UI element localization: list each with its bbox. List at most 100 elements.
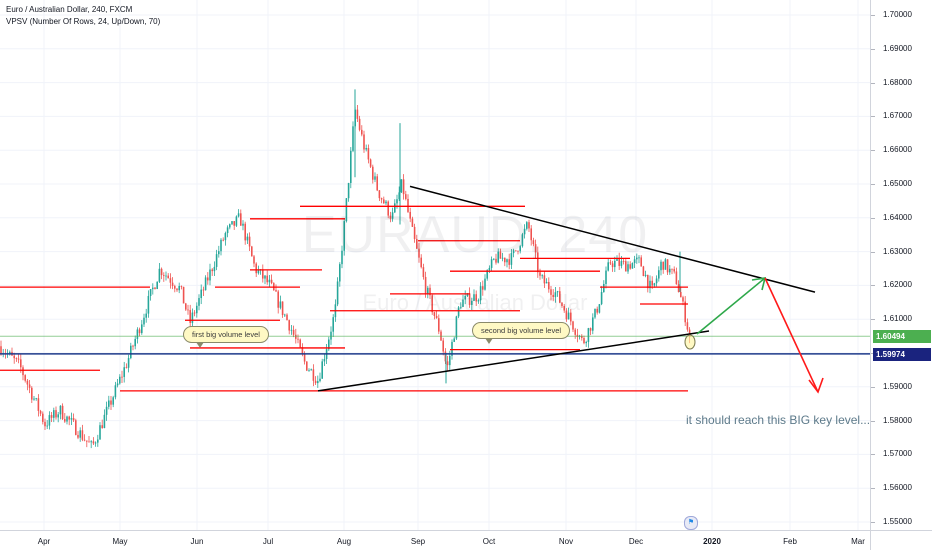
candle-body <box>391 212 394 219</box>
price-chart[interactable] <box>0 0 870 530</box>
candle-body <box>521 234 524 247</box>
candle-body <box>222 239 224 241</box>
candle-body <box>312 369 315 381</box>
candle-body <box>229 224 231 228</box>
candle-body <box>138 329 141 334</box>
candle-body <box>471 300 473 305</box>
candle-body <box>149 289 152 296</box>
candle-body <box>400 179 403 193</box>
candle-body <box>655 278 658 284</box>
candle-body <box>50 415 53 418</box>
price-scale[interactable]: 1.70000 1.69000 1.68000 1.67000 1.66000 1.650… <box>870 0 932 530</box>
descending-trendline[interactable] <box>409 185 816 293</box>
tradingview-logo-icon[interactable]: ⚑ <box>684 516 698 530</box>
time-tick-label: Nov <box>558 537 574 546</box>
candle-body <box>24 375 26 381</box>
callout-first-volume-level[interactable]: first big volume level <box>183 326 269 348</box>
candle-body <box>224 233 227 241</box>
candle-body <box>13 355 15 359</box>
chart-legend: Euro / Australian Dollar, 240, FXCM VPSV… <box>6 4 160 28</box>
candle-body <box>592 317 594 331</box>
candle-body <box>589 328 592 331</box>
ascending-trendline[interactable] <box>317 330 710 392</box>
candle-body <box>70 418 73 420</box>
time-tick-label: 2020 <box>703 537 721 546</box>
candle-body <box>528 222 530 229</box>
price-tick-label: 1.59000 <box>871 381 912 391</box>
time-tick-label: Apr <box>37 537 51 546</box>
price-tick-label: 1.64000 <box>871 212 912 222</box>
candle-body <box>647 274 649 289</box>
candle-body <box>72 418 75 421</box>
candle-body <box>468 293 471 305</box>
time-tick-label: Jun <box>190 537 204 546</box>
candle-body <box>482 286 484 290</box>
candle-body <box>251 246 253 257</box>
candle-body <box>253 256 255 264</box>
candle-body <box>669 268 671 273</box>
candle-body <box>284 314 286 316</box>
candle-body <box>123 367 125 377</box>
candle-body <box>108 400 110 407</box>
candle-body <box>46 425 48 427</box>
candle-body <box>42 413 44 422</box>
time-axis[interactable]: Apr May Jun Jul Aug Sep Oct Nov Dec 2020 Feb Mar <box>0 530 870 550</box>
symbol-title[interactable]: Euro / Australian Dollar, 240, FXCM <box>6 5 133 14</box>
candle-body <box>83 439 86 441</box>
time-tick-label: Sep <box>410 537 426 546</box>
candle-body <box>187 309 189 311</box>
candle-body <box>281 301 284 316</box>
time-tick-label: Dec <box>628 537 644 546</box>
candle-body <box>486 270 488 279</box>
highlight-ellipse[interactable] <box>684 334 696 350</box>
bearish-arrow[interactable] <box>764 277 819 393</box>
candle-body <box>127 358 130 368</box>
candle-body <box>394 203 396 213</box>
candle-body <box>409 211 411 219</box>
bullish-arrow[interactable] <box>696 277 766 335</box>
candle-body <box>200 289 202 299</box>
price-tick-label: 1.67000 <box>871 111 912 121</box>
candle-body <box>116 383 119 386</box>
candle-body <box>66 416 68 422</box>
candle-body <box>367 148 370 160</box>
candle-body <box>488 267 491 271</box>
candle-body <box>244 223 246 241</box>
candle-body <box>44 421 46 427</box>
candle-body <box>28 384 31 388</box>
candle-body <box>673 269 675 272</box>
candle-body <box>633 259 636 264</box>
candle-body <box>180 285 183 287</box>
candle-body <box>508 259 510 265</box>
candle-body <box>446 361 449 366</box>
candle-body <box>237 213 240 217</box>
candle-body <box>411 218 414 227</box>
price-tick-label: 1.61000 <box>871 314 912 324</box>
chart-plot-area[interactable]: EURAUD, 240 Euro / Australian Dollar Eur… <box>0 0 870 530</box>
text-note-key-level[interactable]: it should reach this BIG key level... <box>686 413 870 427</box>
candle-body <box>103 414 106 429</box>
candle-body <box>189 310 191 323</box>
candle-body <box>543 275 546 284</box>
candle-body <box>559 291 561 303</box>
indicator-title[interactable]: VPSV (Number Of Rows, 24, Up/Down, 70) <box>6 17 161 26</box>
candle-body <box>501 257 504 259</box>
candle-body <box>145 313 147 318</box>
callout-second-volume-level[interactable]: second big volume level <box>472 322 571 344</box>
candle-body <box>644 274 647 277</box>
candle-body <box>664 259 667 270</box>
candle-body <box>365 148 367 150</box>
candle-body <box>405 194 407 199</box>
candle-body <box>497 251 499 263</box>
candle-body <box>213 266 216 272</box>
candle-body <box>389 215 392 219</box>
candle-body <box>680 292 682 298</box>
candle-body <box>154 287 156 290</box>
candle-body <box>609 262 612 264</box>
candle-body <box>0 346 2 355</box>
candle-body <box>675 271 678 285</box>
candle-body <box>372 166 374 180</box>
candle-body <box>490 259 493 268</box>
candle-body <box>147 295 150 314</box>
candle-body <box>97 439 99 443</box>
